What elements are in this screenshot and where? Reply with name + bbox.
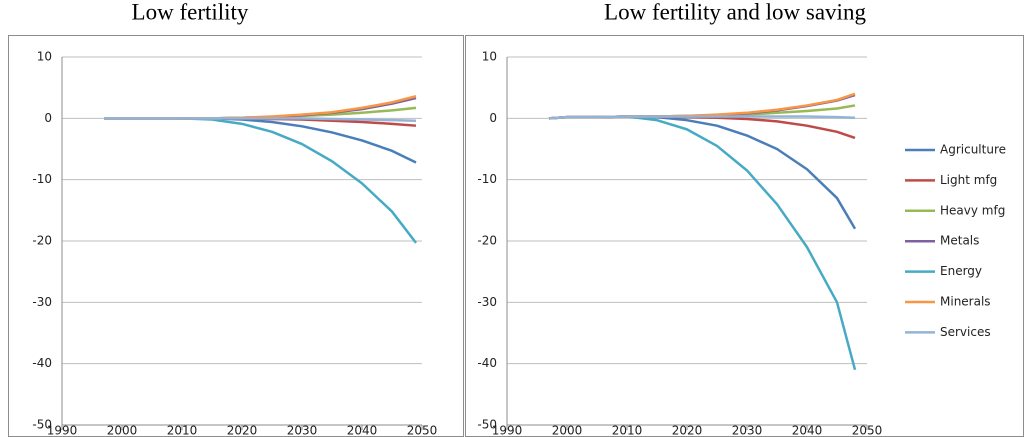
series-line <box>104 96 417 120</box>
x-tick-label: 1990 <box>47 424 78 437</box>
legend-label: Light mfg <box>940 173 997 187</box>
legend-label: Metals <box>940 234 979 248</box>
y-tick-label: -40 <box>477 356 497 370</box>
y-tick-label: 10 <box>482 50 497 64</box>
x-tick-label: 2050 <box>407 424 438 437</box>
x-tick-label: 2010 <box>612 424 643 437</box>
series-line <box>548 115 857 371</box>
y-tick-label: 0 <box>44 111 52 125</box>
y-tick-label: -50 <box>477 418 497 432</box>
x-tick-label: 2020 <box>672 424 703 437</box>
y-tick-label: -30 <box>477 295 497 309</box>
y-tick-label: 0 <box>489 111 497 125</box>
series-line <box>104 117 417 164</box>
chart-title: Low fertility and low saving <box>604 0 866 24</box>
x-tick-label: 2020 <box>227 424 258 437</box>
y-tick-label: -20 <box>477 234 497 248</box>
x-tick-label: 2030 <box>287 424 318 437</box>
x-tick-label: 2050 <box>852 424 883 437</box>
x-tick-label: 2040 <box>347 424 378 437</box>
legend-label: Heavy mfg <box>940 203 1005 217</box>
series-line <box>548 115 857 230</box>
x-tick-label: 2000 <box>552 424 583 437</box>
series-line <box>548 115 856 140</box>
y-tick-label: -10 <box>32 172 52 186</box>
chart-title: Low fertility <box>132 0 249 24</box>
y-tick-label: -10 <box>477 172 497 186</box>
x-tick-label: 2010 <box>167 424 198 437</box>
series-line <box>104 95 417 120</box>
x-tick-label: 2030 <box>732 424 763 437</box>
legend-label: Agriculture <box>940 143 1006 157</box>
y-tick-label: -30 <box>32 295 52 309</box>
series-line <box>548 92 856 120</box>
chart-frame <box>8 35 464 437</box>
y-tick-label: -50 <box>32 418 52 432</box>
y-tick-label: -20 <box>32 234 52 248</box>
y-tick-label: 10 <box>37 50 52 64</box>
series-line <box>548 115 856 120</box>
y-tick-label: -40 <box>32 356 52 370</box>
legend-label: Energy <box>940 264 982 278</box>
x-tick-label: 1990 <box>492 424 523 437</box>
x-tick-label: 2000 <box>107 424 138 437</box>
series-line <box>104 117 417 244</box>
x-tick-label: 2040 <box>792 424 823 437</box>
legend-label: Minerals <box>940 295 991 309</box>
series-line <box>104 117 417 123</box>
legend-label: Services <box>940 325 991 339</box>
